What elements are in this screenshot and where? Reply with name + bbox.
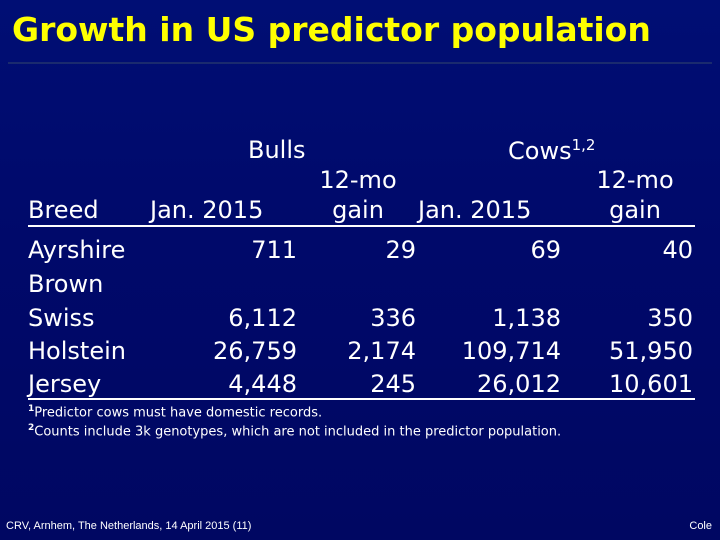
footer-citation: CRV, Arnhem, The Netherlands, 14 April 2…	[6, 520, 252, 532]
footer-author: Cole	[689, 520, 712, 532]
bulls-gain-column-header-line2: gain	[332, 196, 384, 224]
cows-jan-column-header: Jan. 2015	[418, 196, 532, 224]
row-holstein-cows-jan: 109,714	[461, 337, 561, 365]
footnote-1-text: Predictor cows must have domestic record…	[34, 405, 323, 421]
row-jersey-cows-gain: 10,601	[609, 370, 693, 398]
footnote-2-text: Counts include 3k genotypes, which are n…	[34, 424, 562, 440]
cows-gain-column-header-line1: 12-mo	[596, 166, 674, 194]
row-holstein-bulls-jan: 26,759	[213, 337, 297, 365]
row-brown-swiss-cows-gain: 350	[647, 304, 693, 332]
row-brown-swiss-breed-line2: Swiss	[28, 304, 95, 332]
page-title: Growth in US predictor population	[12, 10, 651, 49]
row-brown-swiss-bulls-jan: 6,112	[228, 304, 297, 332]
footnote-1: 1Predictor cows must have domestic recor…	[28, 404, 322, 420]
row-ayrshire-bulls-gain: 29	[385, 236, 416, 264]
row-brown-swiss-breed-line1: Brown	[28, 270, 104, 298]
row-jersey-bulls-gain: 245	[370, 370, 416, 398]
breed-column-header: Breed	[28, 196, 99, 224]
cows-group-header: Cows1,2	[508, 136, 596, 165]
row-holstein-bulls-gain: 2,174	[347, 337, 416, 365]
bulls-gain-column-header-line1: 12-mo	[319, 166, 397, 194]
row-jersey-bulls-jan: 4,448	[228, 370, 297, 398]
cows-footnote-marker: 1,2	[571, 136, 596, 154]
row-ayrshire-cows-jan: 69	[530, 236, 561, 264]
cows-gain-column-header-line2: gain	[609, 196, 661, 224]
row-holstein-breed: Holstein	[28, 337, 126, 365]
bulls-jan-column-header: Jan. 2015	[150, 196, 264, 224]
row-ayrshire-bulls-jan: 711	[251, 236, 297, 264]
row-brown-swiss-cows-jan: 1,138	[492, 304, 561, 332]
footnote-2-marker: 2	[28, 423, 35, 433]
cows-group-label: Cows	[508, 137, 572, 165]
footnote-1-marker: 1	[28, 404, 35, 414]
row-brown-swiss-bulls-gain: 336	[370, 304, 416, 332]
row-holstein-cows-gain: 51,950	[609, 337, 693, 365]
row-jersey-cows-jan: 26,012	[477, 370, 561, 398]
header-divider	[28, 225, 695, 227]
table-bottom-divider	[28, 398, 695, 400]
row-jersey-breed: Jersey	[28, 370, 102, 398]
title-divider	[8, 62, 712, 64]
bulls-group-header: Bulls	[248, 136, 306, 164]
row-ayrshire-cows-gain: 40	[662, 236, 693, 264]
row-ayrshire-breed: Ayrshire	[28, 236, 126, 264]
footnote-2: 2Counts include 3k genotypes, which are …	[28, 423, 561, 439]
